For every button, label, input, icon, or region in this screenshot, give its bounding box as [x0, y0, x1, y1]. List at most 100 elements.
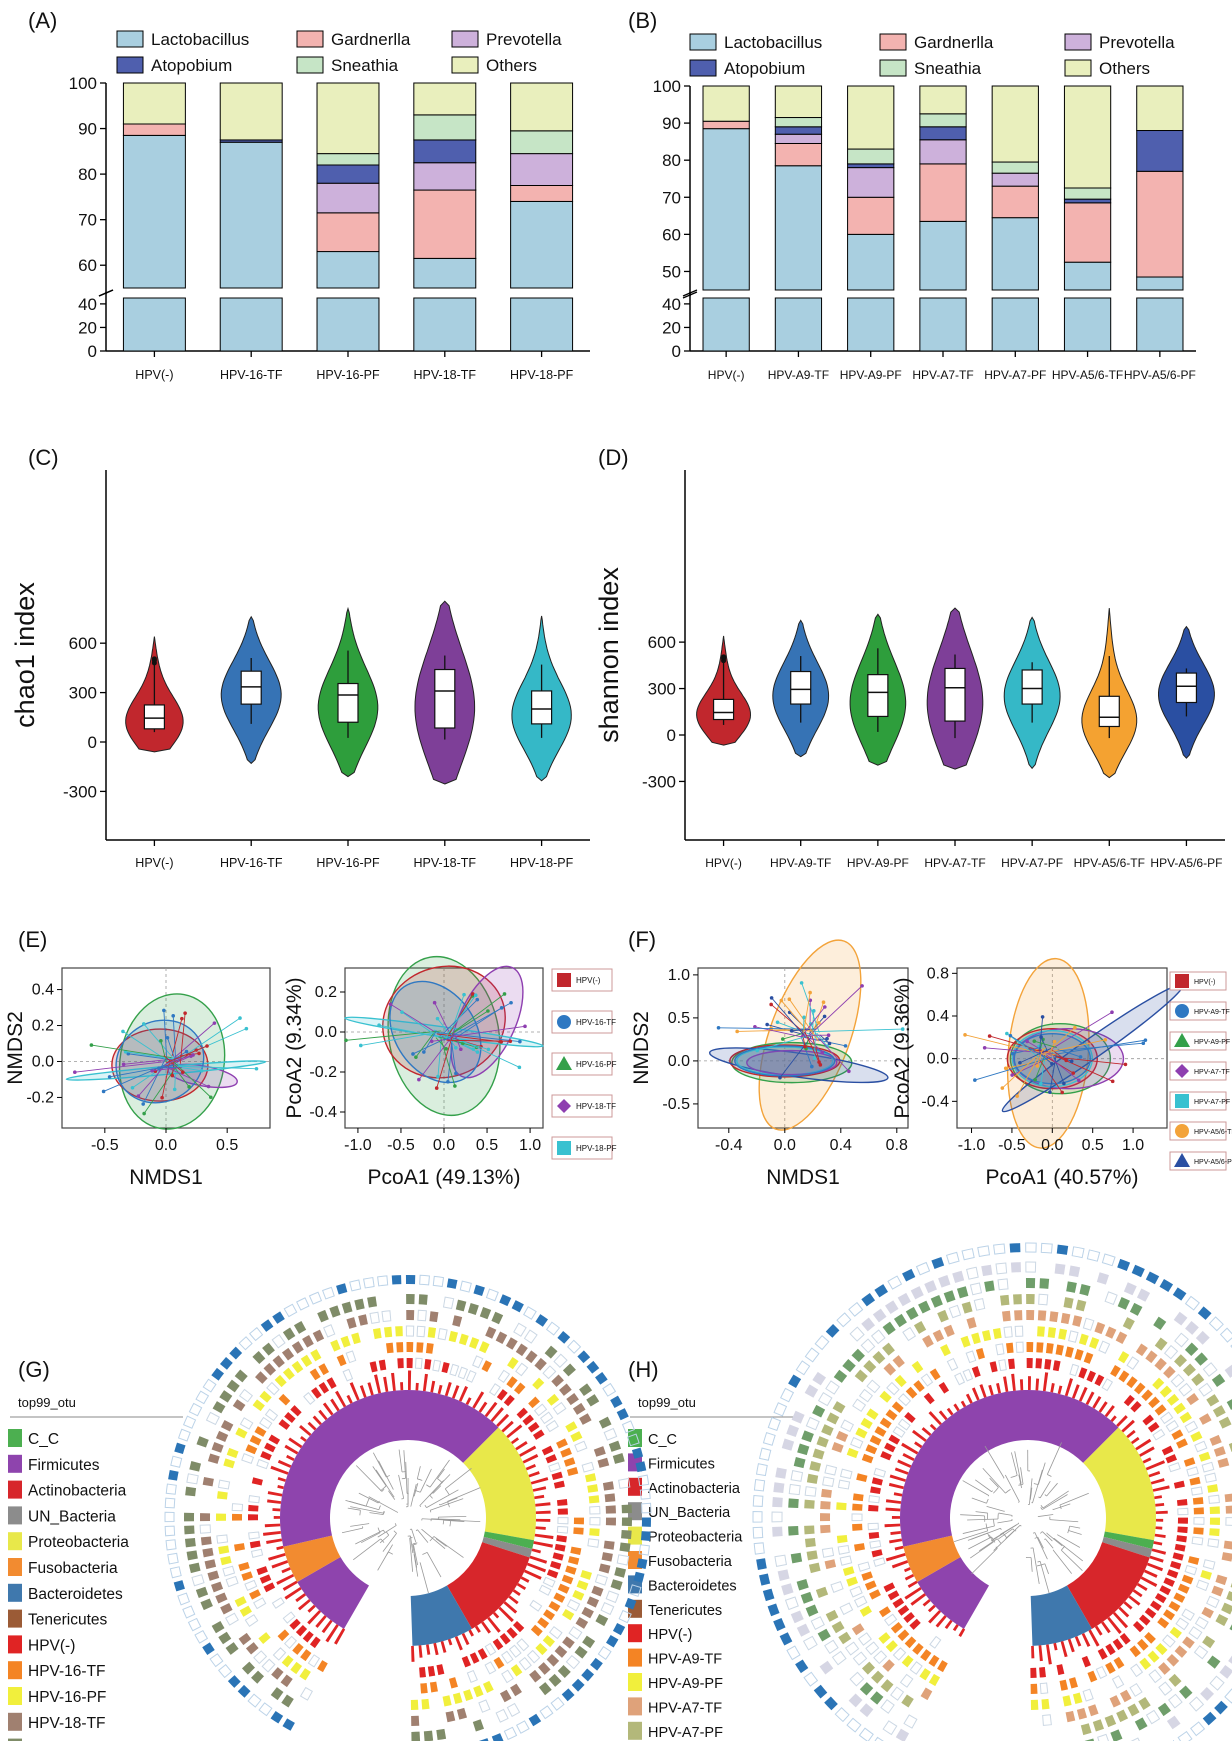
- abundance-cell: [790, 1552, 803, 1564]
- abundance-cell: [1175, 1617, 1190, 1631]
- abundance-cell: [423, 1730, 434, 1741]
- y-axis-title: NMDS2: [630, 1011, 653, 1085]
- abundance-cell: [226, 1379, 240, 1393]
- abundance-bar: [522, 1454, 539, 1464]
- abundance-cell: [1154, 1593, 1167, 1604]
- tree-branch: [426, 1489, 459, 1508]
- abundance-cell: [264, 1442, 276, 1453]
- tree-branch: [1040, 1505, 1044, 1509]
- tree-branch: [429, 1459, 450, 1488]
- spider-line: [166, 1045, 208, 1064]
- abundance-cell: [1191, 1373, 1205, 1387]
- abundance-cell: [1138, 1697, 1151, 1710]
- abundance-bar: [315, 1615, 327, 1628]
- significance-cell: [491, 1733, 504, 1741]
- abundance-cell: [1207, 1538, 1220, 1548]
- abundance-cell: [372, 1328, 382, 1340]
- tree-branch: [358, 1492, 379, 1504]
- abundance-cell: [603, 1540, 615, 1550]
- tree-branch: [383, 1529, 385, 1533]
- legend-title: top99_otu: [18, 1395, 76, 1410]
- significance-cell: [586, 1360, 600, 1374]
- abundance-cell: [1026, 1310, 1035, 1321]
- spider-line: [1038, 1058, 1063, 1093]
- significance-cell: [202, 1642, 215, 1656]
- abundance-bar: [1149, 1555, 1164, 1563]
- legend-label: Gardnerlla: [331, 30, 411, 49]
- abundance-cell: [1092, 1719, 1105, 1732]
- x-tick-label: 0.5: [1082, 1137, 1104, 1154]
- abundance-cell: [904, 1411, 916, 1423]
- abundance-cell: [1194, 1352, 1208, 1366]
- x-tick-label: 0.0: [433, 1137, 455, 1154]
- spider-line: [437, 1018, 447, 1031]
- abundance-cell: [538, 1682, 552, 1696]
- abundance-cell: [507, 1356, 519, 1370]
- significance-cell: [1117, 1258, 1131, 1272]
- abundance-cell: [1123, 1282, 1137, 1296]
- spider-line: [1045, 1027, 1076, 1055]
- significance-cell: [595, 1371, 608, 1385]
- significance-cell: [363, 1276, 375, 1289]
- tree-branch: [439, 1497, 458, 1506]
- abundance-cell: [545, 1454, 558, 1464]
- sample-point: [1064, 1058, 1068, 1063]
- spider-line: [780, 1000, 807, 1030]
- significance-cell: [779, 1387, 795, 1403]
- abundance-cell: [859, 1703, 874, 1718]
- abundance-cell: [259, 1390, 272, 1403]
- abundance-cell: [410, 1699, 419, 1710]
- abundance-cell: [253, 1650, 268, 1665]
- tree-branch: [426, 1552, 442, 1578]
- abundance-cell: [497, 1369, 511, 1384]
- abundance-bar: [534, 1494, 545, 1500]
- legend-swatch: [628, 1697, 642, 1716]
- significance-cell: [803, 1671, 819, 1687]
- abundance-cell: [1074, 1349, 1084, 1361]
- tree-branch: [380, 1485, 387, 1492]
- spider-line: [1043, 1039, 1106, 1054]
- sample-point: [377, 1023, 381, 1027]
- legend-label: Proteobacteria: [28, 1534, 129, 1551]
- y-axis-title: NMDS2: [4, 1011, 27, 1085]
- axis-break: [682, 289, 698, 297]
- tree-branch: [986, 1498, 989, 1504]
- abundance-cell: [416, 1325, 426, 1338]
- abundance-cell: [1158, 1662, 1171, 1675]
- phylum-arc: [283, 1535, 341, 1582]
- abundance-cell: [436, 1728, 447, 1741]
- abundance-cell: [897, 1292, 911, 1307]
- tree-branch: [378, 1460, 394, 1490]
- legend-label: Prevotella: [486, 30, 562, 49]
- x-tick-label: -1.0: [958, 1137, 986, 1154]
- y-tick-label: 0.5: [668, 1010, 690, 1027]
- abundance-cell: [1066, 1281, 1077, 1293]
- sample-point: [787, 997, 792, 1001]
- abundance-cell: [919, 1668, 931, 1681]
- abundance-cell: [441, 1362, 450, 1374]
- abundance-cell: [436, 1664, 445, 1676]
- abundance-cell: [825, 1380, 840, 1395]
- abundance-bar: [267, 1499, 282, 1504]
- abundance-cell: [1176, 1499, 1188, 1506]
- abundance-cell: [812, 1371, 827, 1386]
- tree-branch: [386, 1544, 393, 1555]
- y-tick-label: 50: [662, 262, 681, 281]
- significance-cell: [758, 1447, 772, 1461]
- abundance-bar: [944, 1619, 953, 1630]
- abundance-cell: [220, 1603, 233, 1615]
- spider-line: [446, 1034, 457, 1049]
- abundance-cell: [239, 1417, 254, 1430]
- abundance-cell: [281, 1347, 295, 1361]
- tree-branch: [1045, 1538, 1054, 1549]
- x-tick-label: 0.0: [774, 1137, 796, 1154]
- bar-segment-lactobacillus: [510, 200, 574, 289]
- abundance-bar: [891, 1515, 901, 1519]
- abundance-cell: [417, 1309, 427, 1322]
- significance-cell: [167, 1552, 179, 1565]
- bar-segment-sneathia: [847, 148, 895, 165]
- abundance-cell: [857, 1632, 872, 1646]
